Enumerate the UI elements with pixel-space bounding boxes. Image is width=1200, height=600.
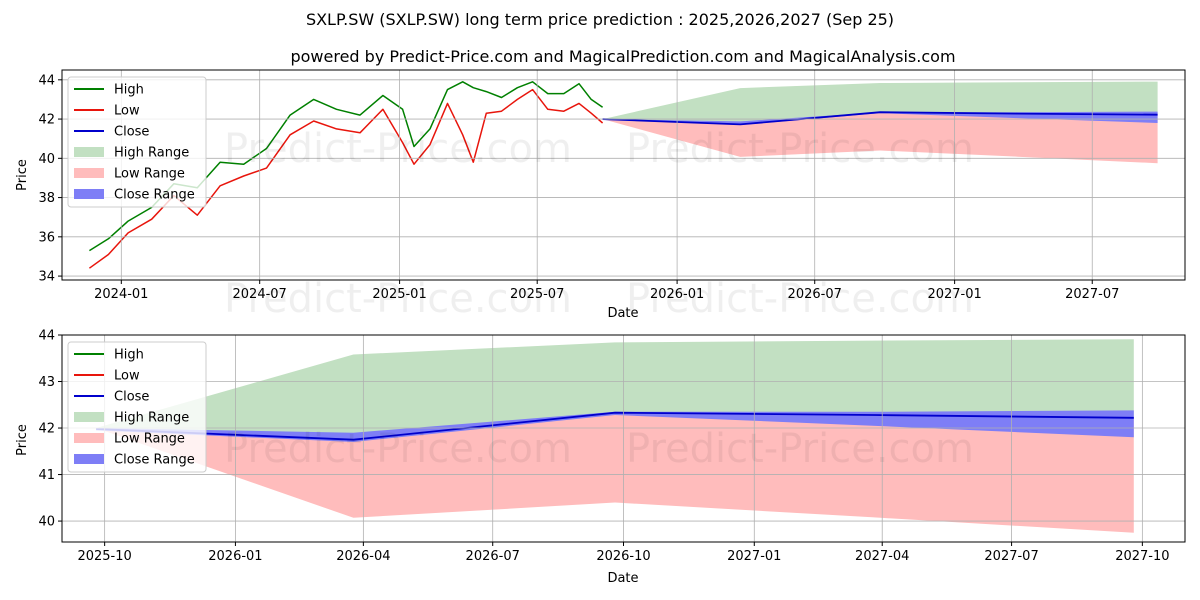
watermark-text: Predict-Price.com	[224, 426, 572, 472]
x-tick-label: 2026-10	[596, 549, 650, 564]
legend-label: Low	[114, 104, 140, 119]
legend-label: Close	[114, 125, 149, 140]
y-tick-label: 36	[38, 230, 55, 245]
watermark-text: Predict-Price.com	[626, 426, 974, 472]
x-tick-label: 2026-07	[466, 549, 520, 564]
y-tick-label: 41	[38, 468, 55, 483]
y-tick-label: 43	[38, 375, 55, 390]
legend: High Low Close High Range Low Range Close Ran…	[67, 341, 207, 473]
legend-swatch	[74, 433, 104, 443]
x-tick-label: 2024-07	[233, 287, 287, 302]
y-tick-label: 42	[38, 422, 55, 437]
x-tick-label: 2026-07	[788, 287, 842, 302]
x-tick-label: 2026-01	[650, 287, 704, 302]
y-tick-label: 42	[38, 113, 55, 128]
x-tick-label: 2027-01	[727, 549, 781, 564]
legend-label: Close Range	[114, 188, 195, 203]
x-tick-label: 2027-07	[1065, 287, 1119, 302]
legend-swatch	[74, 147, 104, 157]
y-tick-label: 34	[38, 270, 55, 285]
x-tick-label: 2027-07	[984, 549, 1038, 564]
forecast-zoom-panel: Predict-Price.com Predict-Price.com 2025…	[15, 329, 1186, 586]
x-axis-label: Date	[607, 306, 638, 321]
x-tick-label: 2027-10	[1115, 549, 1169, 564]
legend-label: High Range	[114, 411, 189, 426]
legend-swatch	[74, 454, 104, 464]
legend-label: High Range	[114, 146, 189, 161]
x-tick-label: 2027-04	[855, 549, 909, 564]
close-range-area	[96, 410, 1134, 442]
x-tick-label: 2026-01	[208, 549, 262, 564]
legend-label: High	[114, 83, 144, 98]
legend-label: Low Range	[114, 167, 185, 182]
x-tick-label: 2027-01	[927, 287, 981, 302]
watermark-text: Predict-Price.com	[224, 276, 572, 322]
watermark-text: Predict-Price.com	[224, 126, 572, 172]
legend: High Low Close High Range Low Range Close Ran…	[67, 76, 207, 208]
legend-swatch	[74, 168, 104, 178]
legend-label: Low	[114, 369, 140, 384]
y-tick-label: 40	[38, 152, 55, 167]
x-tick-label: 2025-07	[510, 287, 564, 302]
y-axis-label: Price	[15, 159, 30, 191]
legend-swatch	[74, 412, 104, 422]
close-series-line	[96, 411, 1134, 441]
legend-label: Close	[114, 390, 149, 405]
chart-title: SXLP.SW (SXLP.SW) long term price predic…	[306, 10, 894, 29]
x-tick-label: 2025-01	[372, 287, 426, 302]
chart-subtitle: powered by Predict-Price.com and Magical…	[290, 47, 955, 66]
legend-label: Low Range	[114, 432, 185, 447]
x-tick-label: 2024-01	[94, 287, 148, 302]
x-tick-label: 2026-04	[336, 549, 390, 564]
close-range-area	[602, 111, 1158, 125]
low-series-line	[88, 88, 604, 269]
long-term-panel: Predict-Price.com Predict-Price.com Pred…	[15, 69, 1186, 322]
legend-swatch	[74, 189, 104, 199]
x-axis-label: Date	[607, 571, 638, 586]
legend-label: Close Range	[114, 453, 195, 468]
close-series-line	[602, 111, 1158, 126]
high-range-area	[602, 81, 1158, 125]
y-tick-label: 38	[38, 191, 55, 206]
x-tick-label: 2025-10	[77, 549, 131, 564]
y-tick-label: 44	[38, 329, 55, 344]
watermark-text: Predict-Price.com	[626, 126, 974, 172]
y-tick-label: 40	[38, 515, 55, 530]
y-axis-label: Price	[15, 424, 30, 456]
legend-label: High	[114, 348, 144, 363]
low-range-area	[96, 412, 1134, 533]
watermark-text: Predict-Price.com	[626, 276, 974, 322]
plot-frame	[61, 69, 1186, 281]
y-tick-label: 44	[38, 73, 55, 88]
